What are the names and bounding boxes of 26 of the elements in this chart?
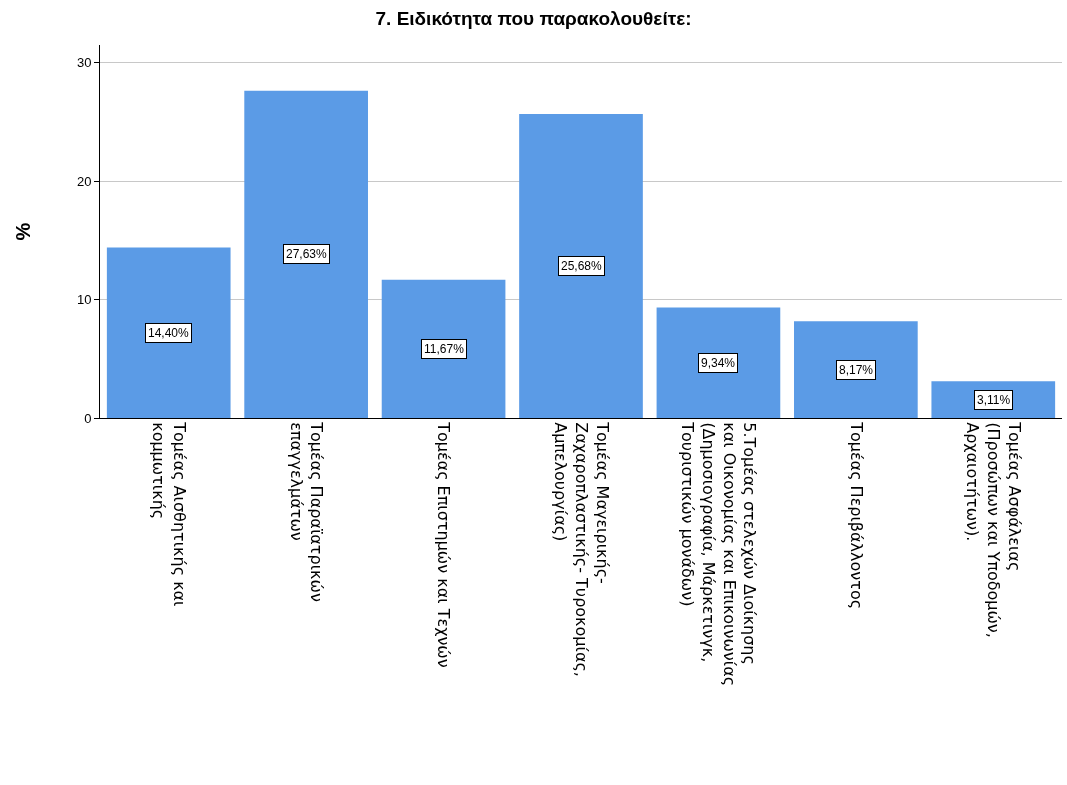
bar (656, 307, 781, 418)
y-axis-title: % (12, 222, 35, 241)
data-label: 8,17% (839, 363, 874, 377)
x-tick-label: Τομέας Αισθητικής και κομμωτικής (149, 421, 189, 607)
data-label: 11,67% (424, 342, 465, 356)
data-label: 9,34% (701, 356, 736, 370)
chart-title: 7. Ειδικότητα που παρακολουθείτε: (375, 8, 692, 30)
y-tick-label: 10 (76, 292, 92, 308)
data-label: 14,40% (148, 326, 190, 340)
y-tick-label: 30 (76, 55, 92, 71)
x-tick-label: Τομέας Μαγειρικής- Ζαχαροπλαστικής- Τυροκομίας, Αμπελουργίας) (551, 421, 612, 677)
y-tick-label: 20 (76, 173, 92, 189)
data-label: 3,11% (977, 393, 1011, 407)
bar (381, 279, 506, 418)
data-label: 27,63% (286, 247, 328, 261)
data-label: 25,68% (561, 259, 603, 273)
bar (519, 113, 643, 418)
bar (106, 247, 231, 418)
x-tick-label: Τομέας Παραϊατρικών επαγγελμάτων (286, 421, 327, 602)
x-tick-label: Τομέας Περιβάλλοντος (846, 421, 866, 610)
bar (244, 90, 368, 418)
x-tick-label: Τομέας Ασφάλειας (Προσώπων και Υποδομών, Αρχαιοτήτων). (963, 421, 1024, 638)
x-tick-label: 5.Τομέας στελεχών Διοίκησης και Οικονομίας και Επικοινωνίας (Δημοσιογραφία, Μάρκετινγκ, Τουριστικών μονάδων) (678, 421, 760, 687)
y-tick-label: 0 (84, 410, 92, 426)
x-tick-label: Τομέας Επιστημών και Τεχνών (434, 421, 454, 668)
bar (794, 321, 918, 418)
